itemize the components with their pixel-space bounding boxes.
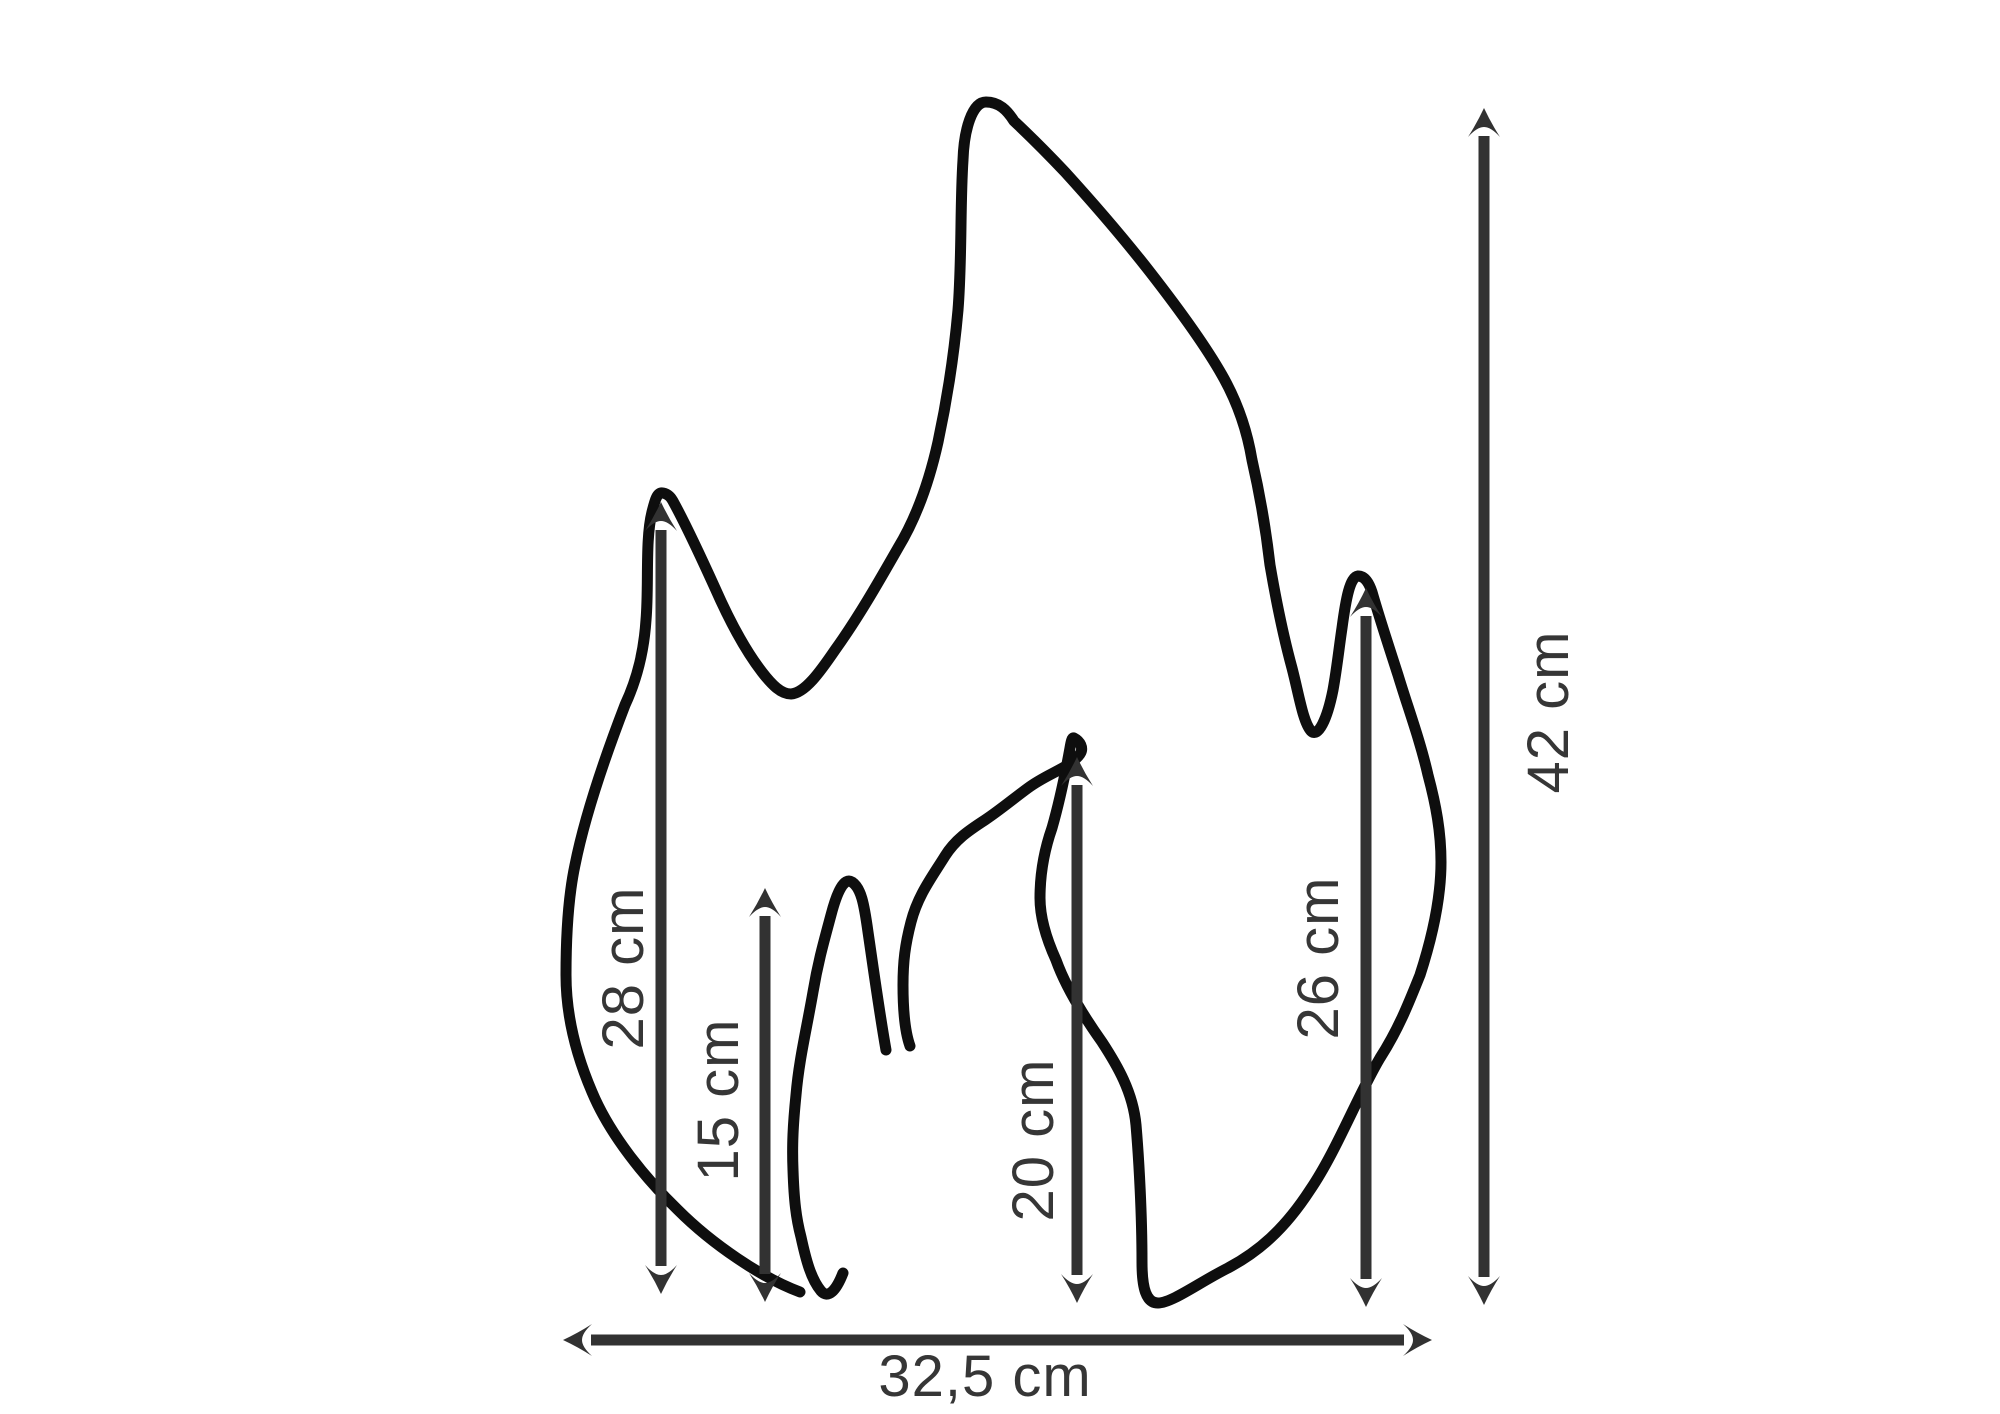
- dimension-label-26cm: 26 cm: [1286, 877, 1351, 1040]
- dimension-labels-group: 28 cm 15 cm 20 cm 26 cm 42 cm 32,5 cm: [591, 631, 1581, 1409]
- dimension-label-20cm: 20 cm: [1001, 1059, 1066, 1222]
- dimension-arrow-15cm: [749, 888, 781, 1302]
- dimension-arrows-group: [563, 108, 1500, 1356]
- arrow-down-icon: [1061, 1274, 1093, 1303]
- arrow-up-icon: [1468, 108, 1500, 137]
- dimension-label-28cm: 28 cm: [591, 887, 656, 1050]
- dimension-label-42cm: 42 cm: [1516, 631, 1581, 794]
- arrow-down-icon: [645, 1265, 677, 1294]
- dimension-label-32-5cm: 32,5 cm: [878, 1344, 1091, 1409]
- arrow-left-icon: [563, 1324, 592, 1356]
- dimension-arrow-20cm: [1061, 757, 1093, 1303]
- dimension-arrow-42cm: [1468, 108, 1500, 1305]
- dimension-arrow-26cm: [1350, 588, 1382, 1307]
- arrow-down-icon: [1350, 1278, 1382, 1307]
- arrow-down-icon: [1468, 1276, 1500, 1305]
- flame-outline-group: [560, 96, 1447, 1309]
- flame-inner-finger-path: [787, 875, 892, 1300]
- arrow-up-icon: [749, 888, 781, 917]
- flame-outer-outline-path: [560, 96, 1447, 1309]
- arrow-right-icon: [1403, 1324, 1432, 1356]
- dimension-arrow-28cm: [645, 502, 677, 1294]
- dimension-label-15cm: 15 cm: [686, 1019, 751, 1182]
- dimension-arrow-32-5cm: [563, 1324, 1432, 1356]
